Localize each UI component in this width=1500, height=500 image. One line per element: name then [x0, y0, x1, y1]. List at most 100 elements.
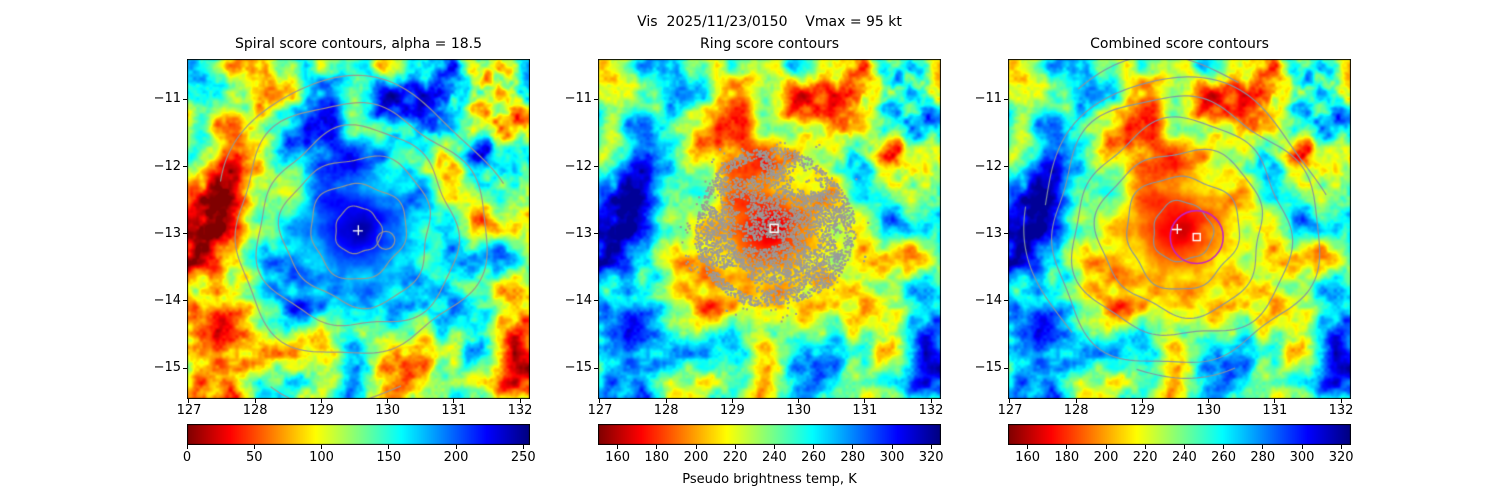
- colorbar-tick-mark: [930, 445, 932, 449]
- x-tick-mark: [731, 399, 733, 403]
- y-tick-label: −13: [153, 225, 181, 241]
- x-tick-label: 130: [375, 403, 401, 418]
- x-tick-mark: [254, 399, 256, 403]
- x-tick-mark: [1141, 399, 1143, 403]
- y-tick-mark: [183, 233, 187, 235]
- y-tick-label: −15: [974, 360, 1002, 376]
- colorbar-tick-label: 240: [1171, 450, 1197, 465]
- colorbar-tick-mark: [522, 445, 524, 449]
- x-tick-mark: [864, 399, 866, 403]
- colorbar-tick-mark: [1066, 445, 1068, 449]
- panel-ring-title: Ring score contours: [699, 36, 839, 52]
- colorbar-tick-mark: [1144, 445, 1146, 449]
- colorbar-tick-mark: [186, 445, 188, 449]
- colorbar-tick-label: 150: [376, 450, 402, 465]
- y-tick-label: −13: [564, 225, 592, 241]
- x-tick-mark: [665, 399, 667, 403]
- y-tick-mark: [1004, 166, 1008, 167]
- x-tick-label: 132: [1328, 403, 1354, 418]
- y-tick-label: −15: [564, 360, 592, 376]
- colorbar-tick-label: 220: [1132, 450, 1158, 465]
- colorbar-tick-label: 260: [1211, 450, 1236, 465]
- colorbar-tick-mark: [734, 445, 736, 449]
- panel-combined-colorbar: [1008, 424, 1351, 445]
- y-tick-mark: [594, 233, 598, 235]
- x-tick-label: 127: [997, 403, 1023, 418]
- colorbar-tick-label: 160: [605, 450, 630, 465]
- colorbar-tick-mark: [813, 445, 815, 449]
- y-tick-mark: [594, 367, 598, 369]
- y-tick-label: −12: [564, 158, 592, 174]
- colorbar-tick-label: 0: [182, 450, 192, 465]
- x-tick-mark: [1075, 399, 1077, 403]
- colorbar-tick-mark: [891, 445, 893, 449]
- x-tick-mark: [519, 399, 521, 403]
- colorbar-tick-label: 220: [722, 450, 748, 465]
- x-tick-label: 128: [242, 403, 268, 418]
- colorbar-tick-mark: [388, 445, 390, 449]
- y-tick-mark: [594, 98, 598, 100]
- colorbar-tick-label: 280: [840, 450, 866, 465]
- y-tick-mark: [594, 300, 598, 302]
- panel-ring-colorbar: [598, 424, 941, 445]
- x-tick-label: 129: [308, 403, 334, 418]
- colorbar-tick-label: 300: [1289, 450, 1315, 465]
- x-tick-label: 129: [1129, 403, 1155, 418]
- colorbar-tick-mark: [253, 445, 255, 449]
- colorbar-tick-mark: [455, 445, 457, 449]
- x-tick-label: 132: [918, 403, 944, 418]
- x-tick-label: 127: [587, 403, 613, 418]
- colorbar-tick-mark: [1027, 445, 1029, 449]
- figure-suptitle: Vis 2025/11/23/0150 Vmax = 95 kt: [637, 14, 902, 30]
- colorbar-tick-mark: [617, 445, 619, 449]
- x-tick-label: 131: [852, 403, 878, 418]
- colorbar-units-label: Pseudo brightness temp, K: [682, 472, 857, 487]
- y-tick-mark: [183, 98, 187, 100]
- y-tick-mark: [1004, 300, 1008, 302]
- y-tick-mark: [183, 166, 187, 167]
- x-tick-label: 132: [507, 403, 533, 418]
- panel-combined-title: Combined score contours: [1090, 36, 1269, 52]
- y-tick-mark: [1004, 367, 1008, 369]
- x-tick-label: 128: [653, 403, 679, 418]
- x-tick-mark: [1208, 399, 1210, 403]
- colorbar-tick-mark: [773, 445, 775, 449]
- y-tick-label: −15: [153, 360, 181, 376]
- panel-spiral-title: Spiral score contours, alpha = 18.5: [234, 36, 483, 52]
- panel-spiral-colorbar: [187, 424, 530, 445]
- y-tick-mark: [1004, 233, 1008, 235]
- colorbar-tick-label: 320: [918, 450, 944, 465]
- x-tick-label: 128: [1063, 403, 1089, 418]
- colorbar-tick-mark: [321, 445, 322, 449]
- x-tick-mark: [387, 399, 389, 403]
- colorbar-tick-mark: [1223, 445, 1225, 449]
- x-tick-label: 130: [1196, 403, 1222, 418]
- y-tick-mark: [183, 367, 187, 369]
- colorbar-tick-label: 50: [245, 450, 263, 465]
- colorbar-tick-label: 200: [443, 450, 469, 465]
- colorbar-tick-mark: [695, 445, 697, 449]
- x-tick-mark: [453, 399, 455, 403]
- y-tick-mark: [183, 300, 187, 302]
- x-tick-label: 129: [719, 403, 745, 418]
- y-tick-label: −13: [974, 225, 1002, 241]
- y-tick-label: −12: [974, 158, 1002, 174]
- y-tick-label: −14: [153, 292, 181, 308]
- colorbar-tick-mark: [656, 445, 658, 449]
- y-tick-mark: [594, 166, 598, 167]
- x-tick-mark: [798, 399, 800, 403]
- x-tick-label: 131: [1262, 403, 1288, 418]
- y-tick-label: −11: [153, 91, 181, 107]
- colorbar-tick-mark: [1340, 445, 1342, 449]
- x-tick-mark: [1274, 399, 1276, 403]
- colorbar-tick-mark: [1183, 445, 1185, 449]
- x-tick-mark: [320, 399, 322, 403]
- y-tick-label: −14: [974, 292, 1002, 308]
- x-tick-label: 127: [176, 403, 202, 418]
- colorbar-tick-mark: [1105, 445, 1107, 449]
- panel-spiral-image: [187, 59, 530, 399]
- colorbar-tick-label: 320: [1328, 450, 1354, 465]
- y-tick-label: −14: [564, 292, 592, 308]
- colorbar-tick-label: 240: [761, 450, 787, 465]
